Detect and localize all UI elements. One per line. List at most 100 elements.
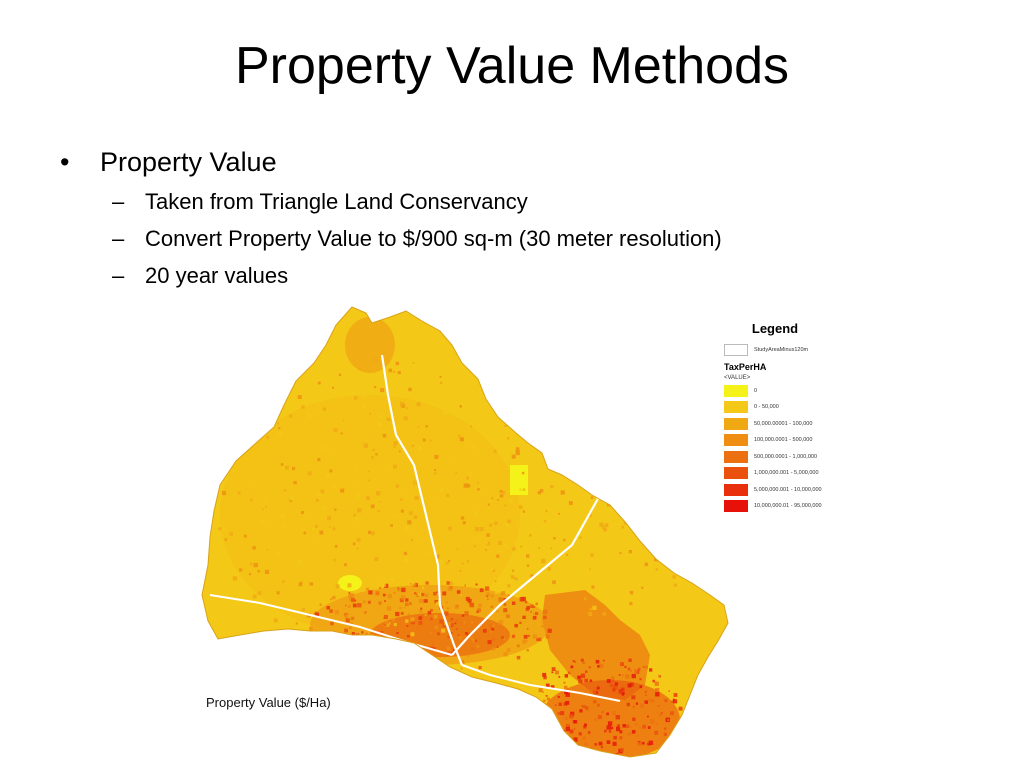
map-speckle — [278, 427, 281, 430]
map-speckle — [469, 472, 473, 476]
map-speckle — [454, 622, 457, 625]
map-speckle — [403, 607, 406, 609]
legend-swatch — [724, 434, 748, 447]
map-speckle — [433, 614, 438, 619]
map-speckle — [328, 448, 331, 451]
map-speckle — [547, 628, 552, 633]
map-speckle — [330, 621, 334, 626]
map-speckle — [644, 700, 648, 704]
map-speckle — [545, 634, 550, 639]
legend-class-row: 100,000.0001 - 500,000 — [724, 432, 834, 449]
map-speckle — [625, 724, 630, 728]
map-speckle — [662, 479, 666, 483]
map-speckle — [354, 599, 357, 602]
map-speckle — [429, 646, 433, 650]
map-speckle — [521, 704, 526, 709]
map-speckle — [648, 740, 654, 745]
map-speckle — [577, 675, 581, 680]
map-speckle — [609, 472, 613, 476]
map-speckle — [411, 581, 415, 585]
map-speckle — [602, 659, 605, 662]
map-speckle — [482, 628, 487, 633]
map-speckle — [637, 734, 639, 737]
map-speckle — [314, 539, 317, 541]
map-speckle — [489, 498, 493, 502]
map-speckle — [632, 464, 636, 468]
map-speckle — [278, 431, 283, 436]
map-speckle — [526, 554, 530, 558]
map-speckle — [332, 485, 336, 488]
map-speckle — [578, 679, 583, 684]
map-speckle — [598, 662, 601, 665]
map-speckle — [410, 538, 414, 542]
map-speckle — [393, 464, 398, 469]
map-speckle — [584, 706, 589, 710]
map-speckle — [234, 469, 237, 471]
map-speckle — [412, 582, 417, 587]
map-speckle — [345, 604, 347, 607]
legend-class-row: 50,000.00001 - 100,000 — [724, 416, 834, 433]
map-speckle — [503, 602, 506, 605]
map-speckle — [620, 663, 623, 665]
map-speckle — [434, 454, 439, 459]
map-speckle — [346, 636, 351, 642]
map-speckle — [593, 690, 598, 695]
map-speckle — [383, 646, 386, 649]
map-speckle — [356, 547, 359, 550]
map-speckle — [414, 610, 417, 612]
map-speckle — [448, 560, 451, 563]
map-speckle — [466, 559, 470, 563]
map-speckle — [609, 460, 612, 463]
property-value-map-figure: Property Value ($/Ha) Legend StudyAreaMi… — [200, 305, 830, 760]
map-speckle — [435, 495, 439, 499]
map-speckle — [535, 602, 538, 606]
map-speckle — [504, 425, 507, 427]
map-speckle — [418, 542, 421, 545]
map-speckle — [317, 381, 321, 385]
map-speckle — [427, 552, 431, 556]
sub-bullet-text: Convert Property Value to $/900 sq-m (30… — [145, 226, 722, 251]
map-speckle — [558, 512, 560, 515]
map-speckle — [543, 520, 547, 523]
map-speckle — [584, 742, 588, 746]
map-speckle — [408, 387, 412, 392]
map-speckle — [655, 692, 660, 697]
map-speckle — [611, 711, 616, 716]
map-speckle — [553, 537, 556, 540]
map-speckle — [588, 750, 592, 754]
legend-class-row: 0 - 50,000 — [724, 399, 834, 416]
map-speckle — [596, 481, 600, 485]
map-speckle — [677, 492, 680, 495]
map-speckle — [430, 390, 433, 394]
map-speckle — [512, 569, 515, 572]
map-speckle — [345, 645, 347, 647]
map-speckle — [414, 481, 417, 484]
map-speckle — [537, 637, 542, 642]
map-speckle — [301, 405, 305, 409]
map-speckle — [301, 608, 305, 612]
map-speckle — [375, 591, 380, 596]
map-speckle — [222, 527, 226, 531]
map-speckle — [420, 607, 423, 610]
map-speckle — [558, 676, 561, 678]
map-speckle — [378, 601, 382, 605]
map-speckle — [555, 670, 559, 675]
map-speckle — [357, 531, 360, 534]
map-speckle — [348, 604, 351, 608]
map-speckle — [578, 732, 582, 736]
map-speckle — [514, 577, 518, 581]
map-speckle — [621, 692, 625, 695]
map-speckle — [289, 499, 293, 502]
map-speckle — [250, 409, 255, 414]
map-speckle — [554, 704, 557, 706]
map-speckle — [317, 458, 321, 462]
map-speckle — [307, 414, 312, 419]
map-speckle — [366, 587, 369, 591]
map-speckle — [352, 542, 356, 546]
map-speckle — [407, 612, 410, 615]
map-speckle — [611, 676, 615, 680]
map-speckle — [680, 566, 685, 571]
map-speckle — [603, 532, 608, 537]
map-speckle — [628, 732, 632, 736]
map-speckle — [407, 520, 412, 525]
